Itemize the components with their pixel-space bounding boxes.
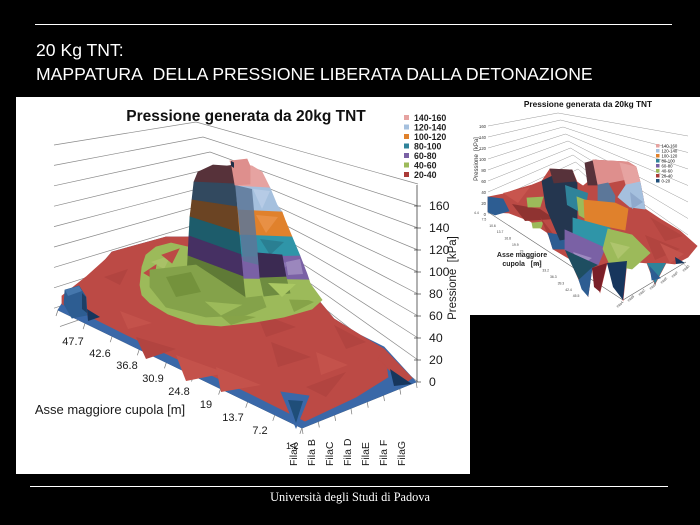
svg-text:FilaE: FilaE xyxy=(360,442,372,466)
svg-text:140-160: 140-160 xyxy=(414,113,446,123)
svg-text:42.4: 42.4 xyxy=(565,288,572,292)
svg-text:36.3: 36.3 xyxy=(550,275,557,279)
svg-text:Fila B: Fila B xyxy=(306,439,318,466)
svg-text:60: 60 xyxy=(429,309,443,323)
svg-text:20-40: 20-40 xyxy=(662,174,674,179)
svg-text:23: 23 xyxy=(520,249,524,253)
svg-text:Fila D: Fila D xyxy=(342,438,354,466)
svg-text:FilaE: FilaE xyxy=(660,276,669,285)
svg-text:13.7: 13.7 xyxy=(497,230,504,234)
svg-text:140: 140 xyxy=(479,135,487,140)
svg-text:100: 100 xyxy=(479,157,487,162)
svg-text:47.7: 47.7 xyxy=(62,336,83,348)
svg-text:cupola [m]: cupola [m] xyxy=(502,261,541,268)
svg-text:120: 120 xyxy=(479,146,487,151)
svg-text:16.8: 16.8 xyxy=(504,237,511,241)
svg-text:80-100: 80-100 xyxy=(414,142,441,152)
svg-text:FilaG: FilaG xyxy=(682,264,691,273)
svg-text:26.1: 26.1 xyxy=(527,256,534,260)
svg-text:FilaG: FilaG xyxy=(396,441,408,466)
svg-text:FilaC: FilaC xyxy=(638,288,647,297)
svg-text:FilaA: FilaA xyxy=(616,300,625,309)
svg-text:160: 160 xyxy=(429,199,450,213)
svg-text:100-120: 100-120 xyxy=(414,132,446,142)
svg-text:19: 19 xyxy=(200,399,212,411)
svg-text:40: 40 xyxy=(429,331,443,345)
svg-text:7.2: 7.2 xyxy=(252,425,267,437)
svg-text:0: 0 xyxy=(429,375,436,389)
svg-text:29.1: 29.1 xyxy=(535,262,542,266)
svg-text:33.2: 33.2 xyxy=(542,269,549,273)
svg-text:100: 100 xyxy=(429,265,450,279)
svg-text:FilaB: FilaB xyxy=(627,294,636,303)
svg-text:20: 20 xyxy=(429,353,443,367)
svg-text:0-20: 0-20 xyxy=(662,179,671,184)
svg-text:4.4: 4.4 xyxy=(474,211,479,215)
svg-text:Pressione generata da 20kg TNT: Pressione generata da 20kg TNT xyxy=(126,108,366,125)
svg-text:Asse maggiore cupola [m]: Asse maggiore cupola [m] xyxy=(35,402,185,417)
svg-text:0: 0 xyxy=(484,212,487,217)
svg-text:60: 60 xyxy=(481,179,486,184)
svg-text:160: 160 xyxy=(479,124,487,129)
svg-text:42.6: 42.6 xyxy=(89,348,110,360)
svg-text:40-60: 40-60 xyxy=(414,161,437,171)
svg-text:24.8: 24.8 xyxy=(168,386,189,398)
svg-text:FilaF: FilaF xyxy=(671,271,679,279)
svg-text:20-40: 20-40 xyxy=(414,170,437,180)
svg-text:120-140: 120-140 xyxy=(662,149,678,154)
svg-text:FilaC: FilaC xyxy=(324,441,336,466)
svg-text:FilaA: FilaA xyxy=(288,442,300,466)
svg-text:60-80: 60-80 xyxy=(414,151,437,161)
svg-text:FilaD: FilaD xyxy=(649,282,658,291)
svg-text:Pressione [kPa]: Pressione [kPa] xyxy=(474,137,480,181)
svg-text:20: 20 xyxy=(481,201,486,206)
svg-text:7.5: 7.5 xyxy=(482,217,487,221)
svg-text:30.9: 30.9 xyxy=(142,373,163,385)
svg-text:13.7: 13.7 xyxy=(222,412,243,424)
svg-text:Pressione generata da 20kg TNT: Pressione generata da 20kg TNT xyxy=(524,99,652,109)
svg-text:80: 80 xyxy=(481,168,486,173)
svg-text:40: 40 xyxy=(481,190,486,195)
svg-text:120: 120 xyxy=(429,243,450,257)
svg-text:19.9: 19.9 xyxy=(512,243,519,247)
svg-text:10.6: 10.6 xyxy=(489,224,496,228)
svg-text:36.8: 36.8 xyxy=(116,360,137,372)
svg-text:39.3: 39.3 xyxy=(558,281,565,285)
svg-text:140-160: 140-160 xyxy=(662,144,678,149)
svg-text:Fila F: Fila F xyxy=(378,440,390,466)
svg-text:Pressione [kPa]: Pressione [kPa] xyxy=(447,236,459,320)
svg-text:60-80: 60-80 xyxy=(662,164,674,169)
svg-text:140: 140 xyxy=(429,221,450,235)
svg-text:Asse maggiore: Asse maggiore xyxy=(497,252,547,259)
svg-text:45.5: 45.5 xyxy=(573,294,580,298)
svg-text:100-120: 100-120 xyxy=(662,154,678,159)
svg-text:40-60: 40-60 xyxy=(662,169,674,174)
svg-text:80-100: 80-100 xyxy=(662,159,676,164)
svg-text:1.2: 1.2 xyxy=(286,441,299,451)
svg-text:80: 80 xyxy=(429,287,443,301)
svg-text:120-140: 120-140 xyxy=(414,123,446,133)
